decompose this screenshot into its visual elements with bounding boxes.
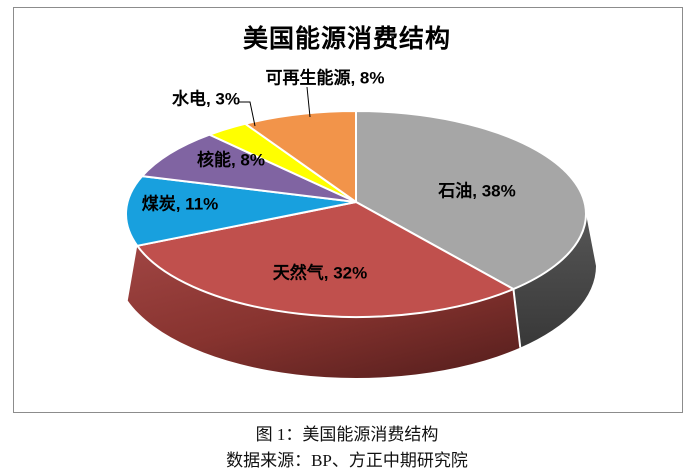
slice-label-nuclear: 核能, 8%: [196, 150, 266, 170]
pie-3d-walls: [127, 214, 596, 378]
leader-line-renewables: [306, 86, 311, 118]
pie-leader-lines: [238, 86, 311, 127]
slice-label-hydro: 水电, 3%: [171, 89, 241, 109]
pie-side-oil: [513, 214, 596, 348]
pie-slice-coal: [125, 175, 357, 247]
wall-separator-line: [512, 288, 522, 348]
figure-caption: 图 1：美国能源消费结构: [255, 425, 439, 444]
pie-top-faces: [125, 110, 587, 318]
slice-label-renewables: 可再生能源, 8%: [265, 68, 385, 88]
slice-label-coal: 煤炭, 11%: [141, 194, 219, 214]
chart-title: 美国能源消费结构: [242, 26, 451, 53]
pie-slice-natural-gas: [136, 201, 515, 318]
slice-label-oil: 石油, 38%: [438, 181, 516, 201]
slice-label-natural-gas: 天然气, 32%: [272, 263, 368, 283]
data-source: 数据来源：BP、方正中期研究院: [226, 451, 468, 470]
leader-line-hydro: [238, 101, 256, 127]
pie-side-natural-gas: [127, 245, 521, 378]
pie-slice-renewables: [244, 110, 357, 203]
pie-slice-oil: [355, 110, 587, 291]
pie-slice-nuclear: [141, 133, 357, 203]
